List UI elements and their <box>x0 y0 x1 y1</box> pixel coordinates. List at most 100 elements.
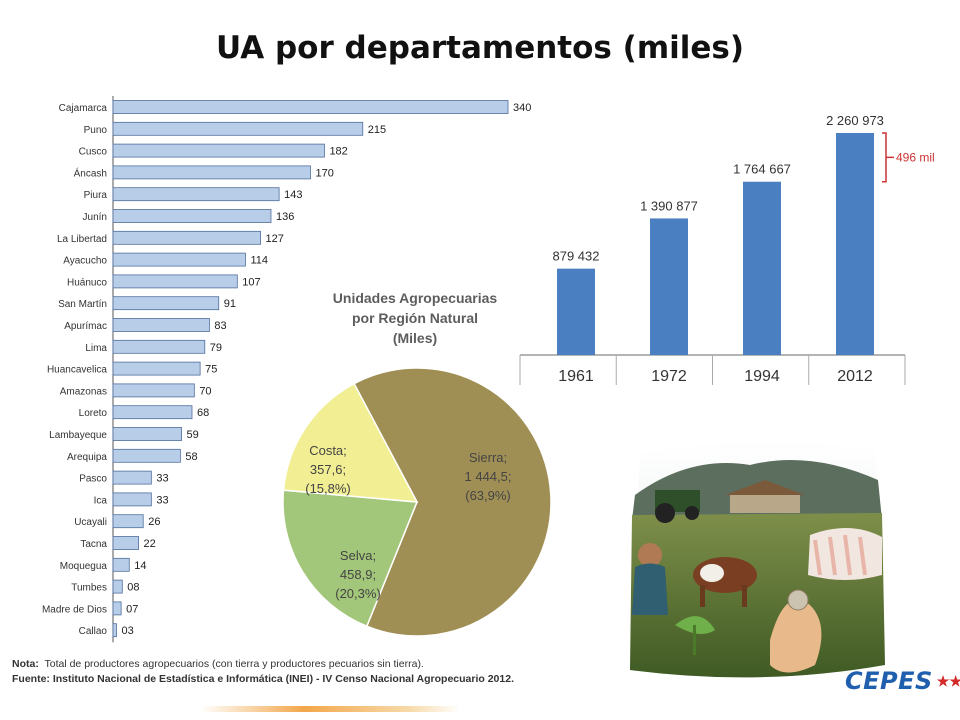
dept-label: Piura <box>84 190 108 201</box>
dept-bar <box>112 361 201 376</box>
difference-annotation: 496 mil <box>896 150 935 164</box>
dept-bar <box>112 470 152 485</box>
dept-value-label: 03 <box>121 625 133 637</box>
year-value-label: 1 764 667 <box>733 162 791 177</box>
year-value-label: 879 432 <box>553 249 600 264</box>
decorative-stripe <box>200 706 460 712</box>
pie-slice-label: Sierra; <box>469 450 507 465</box>
dept-value-label: 08 <box>127 582 139 594</box>
dept-label: Madre de Dios <box>42 604 107 615</box>
dept-value-label: 75 <box>205 364 217 376</box>
dept-label: Arequipa <box>67 452 107 463</box>
dept-value-label: 07 <box>126 603 138 615</box>
pie-title: por Región Natural <box>352 310 478 326</box>
agriculture-photo <box>630 441 885 678</box>
dept-label: Puno <box>84 125 108 136</box>
dept-label: Huancavelica <box>47 365 107 376</box>
dept-bar <box>112 187 280 202</box>
dept-value-label: 215 <box>368 124 386 136</box>
dept-bar <box>112 209 272 223</box>
dept-value-label: 22 <box>144 538 156 550</box>
dept-value-label: 33 <box>156 473 168 485</box>
dept-label: Ayacucho <box>63 256 107 267</box>
dept-label: Moquegua <box>60 561 108 572</box>
dept-value-label: 79 <box>210 342 222 354</box>
page-title: UA por departamentos (miles) <box>215 30 745 66</box>
dept-label: Lima <box>85 343 107 354</box>
pie-slice-label: (63,9%) <box>465 488 511 503</box>
dept-label: Ucayali <box>74 517 107 528</box>
pie-title: (Miles) <box>393 330 437 346</box>
year-label: 1994 <box>744 368 780 385</box>
dept-value-label: 114 <box>250 255 268 267</box>
dept-value-label: 91 <box>224 298 236 310</box>
pie-slice-label: 1 444,5; <box>465 469 512 484</box>
dept-bar <box>112 492 152 507</box>
region-pie-chart: Unidades Agropecuarias por Región Natural… <box>282 290 552 637</box>
dept-bar <box>112 339 206 354</box>
dept-label: Huánuco <box>67 277 107 288</box>
pie-slice-label: Selva; <box>340 548 376 563</box>
dept-label: Lambayeque <box>49 430 107 441</box>
cepes-logo: CEPES ★★ <box>845 667 960 695</box>
dept-label: Loreto <box>79 408 108 419</box>
dept-bar <box>112 121 364 136</box>
pie-slice-sierra <box>353 367 552 637</box>
pie-slice-label: Costa; <box>309 443 347 458</box>
dept-bar <box>112 557 130 572</box>
dept-label: San Martín <box>58 299 107 310</box>
dept-value-label: 33 <box>156 494 168 506</box>
dept-label: Cusco <box>79 147 108 158</box>
year-bar <box>650 218 688 355</box>
dept-label: Pasco <box>79 474 107 485</box>
year-bar <box>836 133 874 355</box>
dept-bar <box>112 579 123 594</box>
dept-value-label: 182 <box>329 146 347 158</box>
footnotes: Nota: Total de productores agropecuarios… <box>12 657 612 687</box>
dept-bar <box>112 143 325 158</box>
dept-bar <box>112 230 261 245</box>
pie-title: Unidades Agropecuarias <box>333 290 498 306</box>
dept-value-label: 68 <box>197 407 209 419</box>
dept-value-label: 340 <box>513 102 531 114</box>
pie-slice-label: (20,3%) <box>335 586 381 601</box>
difference-bracket <box>882 132 887 183</box>
dept-value-label: 59 <box>187 429 199 441</box>
dept-label: Tacna <box>80 539 107 550</box>
dept-label: Junín <box>83 212 107 223</box>
year-label: 1972 <box>651 368 687 385</box>
dept-bar <box>112 536 139 550</box>
year-value-label: 1 390 877 <box>640 198 698 213</box>
pie-slice-label: 357,6; <box>310 462 346 477</box>
dept-bar <box>112 100 509 114</box>
dept-value-label: 107 <box>242 276 260 288</box>
pie-slice-label: 458,9; <box>340 567 376 582</box>
census-year-bar-chart: 879 432 1961 1 390 877 1972 1 764 667 1994 2 2… <box>519 113 935 385</box>
dept-label: Ica <box>94 495 108 506</box>
dept-value-label: 127 <box>266 233 284 245</box>
pie-slice-label: (15,8%) <box>305 481 351 496</box>
dept-value-label: 170 <box>316 167 334 179</box>
dept-label: La Libertad <box>57 234 107 245</box>
dept-label: Callao <box>79 626 108 637</box>
dept-bar <box>112 623 117 638</box>
note-line: Nota: Total de productores agropecuarios… <box>12 658 424 670</box>
dept-value-label: 143 <box>284 189 302 201</box>
year-value-label: 2 260 973 <box>826 113 884 128</box>
dept-value-label: 14 <box>134 560 146 572</box>
dept-label: Tumbes <box>71 583 107 594</box>
pie-slice-selva <box>282 489 419 628</box>
dept-label: Cajamarca <box>59 103 108 114</box>
year-label: 2012 <box>837 368 873 385</box>
pie-slice-costa <box>282 382 419 503</box>
dept-value-label: 136 <box>276 211 294 223</box>
dept-value-label: 58 <box>185 451 197 463</box>
dept-value-label: 26 <box>148 516 160 528</box>
dept-label: Amazonas <box>60 386 107 397</box>
dept-value-label: 83 <box>214 320 226 332</box>
dept-value-label: 70 <box>199 385 211 397</box>
dept-bar <box>112 427 182 441</box>
year-bar <box>743 181 781 355</box>
year-label: 1961 <box>558 368 594 385</box>
logo-figures-icon: ★★ <box>936 672 960 689</box>
